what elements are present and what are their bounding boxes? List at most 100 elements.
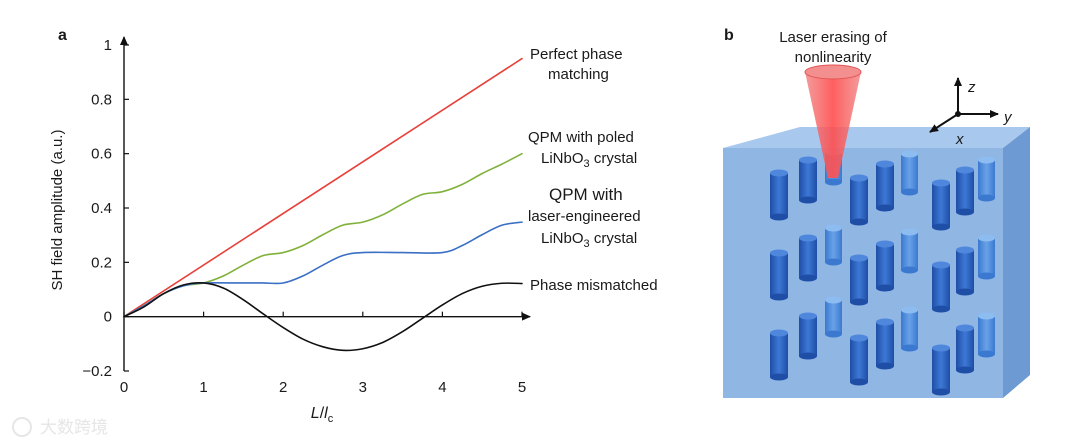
rod-bottom [850,298,868,306]
rod-top [978,312,995,320]
y-tick-label: 1 [104,37,112,54]
rod-body [770,253,788,297]
y-axis-label: SH field amplitude (a.u.) [49,130,66,291]
waveguide-rod [850,334,868,386]
waveguide-rod [901,228,918,274]
waveguide-rod [876,318,894,370]
laser-title-line1: Laser erasing of [779,29,887,46]
waveguide-rod [978,312,995,358]
laser-cone [805,72,861,178]
y-tick-label: 0.2 [91,254,112,271]
rod-body [850,178,868,222]
rod-top [825,296,842,304]
rod-bottom [850,218,868,226]
waveguide-rod [850,174,868,226]
x-tick-label: 0 [120,379,128,396]
rod-bottom [876,362,894,370]
series-phase-mismatched [123,281,523,352]
rod-bottom [799,274,817,282]
x-tick-label: 1 [199,379,207,396]
rod-bottom [825,258,842,266]
rod-bottom [799,352,817,360]
z-axis-letter: z [967,79,976,96]
block-side-face [1003,127,1030,398]
rod-bottom [932,305,950,313]
rod-top [956,324,974,332]
rod-body [978,160,995,198]
laser-title-line2: nonlinearity [795,49,872,66]
series-perfect-phase-matching [123,57,523,318]
waveguide-rod [932,179,950,231]
rod-bottom [799,196,817,204]
rod-bottom [901,188,918,196]
crystal-schematic: Laser erasing of nonlinearity z y x [723,29,1030,398]
waveguide-rod [978,156,995,202]
rod-body [799,238,817,278]
rod-top [770,169,788,177]
annotation-laser-line1: QPM with [549,185,623,204]
rod-bottom [901,344,918,352]
rod-top [978,234,995,242]
watermark-text: 大数跨境 [40,418,108,437]
y-tick-label: 0.8 [91,91,112,108]
rod-top [850,254,868,262]
rod-bottom [978,194,995,202]
rod-top [825,224,842,232]
waveguide-rod [770,249,788,301]
x-tick-label: 2 [279,379,287,396]
waveguide-rod [901,150,918,196]
rod-body [978,316,995,354]
waveguide-rod [956,324,974,374]
rod-bottom [876,204,894,212]
rod-body [901,310,918,348]
y-tick-label: 0.4 [91,200,112,217]
series-qpm-poled [123,152,523,318]
rod-body [956,328,974,370]
watermark: 大数跨境 [12,417,108,437]
annotation-perfect-line1: Perfect phase [530,46,623,63]
series-qpm-laser-engineered [123,221,523,318]
rod-body [876,164,894,208]
rod-body [799,160,817,200]
block-top-face [723,127,1030,148]
rod-body [770,333,788,377]
rod-body [956,250,974,292]
rod-top [901,306,918,314]
rod-bottom [901,266,918,274]
rod-body [876,322,894,366]
chart-ticks: 1 0.8 0.6 0.4 0.2 0 −0.2 0 1 2 3 4 5 [82,37,526,396]
laser-cone-top [804,64,862,80]
rod-body [825,228,842,262]
waveguide-rod [770,169,788,221]
rod-body [850,338,868,382]
rod-bottom [876,284,894,292]
x-axis-arrow [929,113,959,133]
rod-bottom [932,388,950,396]
watermark-logo-icon [12,417,32,437]
rod-body [876,244,894,288]
rod-top [932,261,950,269]
rod-body [901,232,918,270]
waveguide-rod [876,160,894,212]
rod-body [850,258,868,302]
y-tick-label: 0 [104,309,112,326]
rod-bottom [825,178,842,186]
annotation-laser-line3: LiNbO3 crystal [541,230,637,250]
rod-bottom [825,330,842,338]
rod-top [956,166,974,174]
rod-top [932,179,950,187]
waveguide-rod [799,312,817,360]
waveguide-rod [825,296,842,338]
rod-body [932,348,950,392]
waveguide-rod [956,246,974,296]
waveguide-rods [770,148,995,396]
line-chart: 1 0.8 0.6 0.4 0.2 0 −0.2 0 1 2 3 4 5 SH field amplit… [49,36,658,425]
rod-bottom [932,223,950,231]
chart-axes [120,36,531,371]
x-axis-letter: x [955,131,964,148]
chart-series [123,57,523,352]
coordinate-axes: z y x [929,77,1013,148]
y-tick-label: 0.6 [91,146,112,163]
y-axis-letter: y [1003,109,1013,126]
